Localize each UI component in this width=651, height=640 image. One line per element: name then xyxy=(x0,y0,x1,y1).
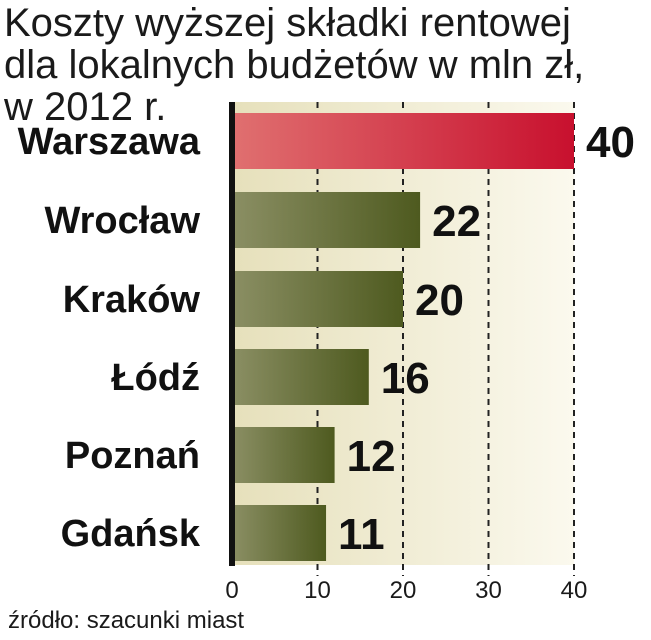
bar-3 xyxy=(232,349,369,405)
x-tick-labels: 0 10 20 30 40 xyxy=(225,577,587,604)
value-label-5: 11 xyxy=(338,510,385,559)
x-tick-label-40: 40 xyxy=(561,577,588,604)
bar-5 xyxy=(232,505,327,561)
value-labels: 40 22 20 16 12 11 xyxy=(338,118,635,559)
category-label-3: Łódź xyxy=(111,357,200,399)
bar-0 xyxy=(232,113,574,169)
grid-lines xyxy=(316,102,575,576)
category-label-2: Kraków xyxy=(63,279,201,321)
x-tick-label-30: 30 xyxy=(475,577,502,604)
category-label-1: Wrocław xyxy=(44,200,200,242)
bar-4 xyxy=(232,427,335,483)
chart-title-line-3: w 2012 r. xyxy=(3,85,166,129)
category-labels: Warszawa Wrocław Kraków Łódź Poznań Gdańsk xyxy=(18,121,201,555)
value-label-3: 16 xyxy=(381,354,430,403)
source-note: źródło: szacunki miast xyxy=(8,607,244,634)
value-label-0: 40 xyxy=(586,118,635,167)
x-tick-label-10: 10 xyxy=(304,577,331,604)
bars xyxy=(232,113,574,561)
category-label-4: Poznań xyxy=(65,435,200,477)
bar-2 xyxy=(232,271,403,327)
chart-title-line-2: dla lokalnych budżetów w mln zł, xyxy=(4,43,584,87)
value-label-1: 22 xyxy=(432,197,481,246)
value-label-2: 20 xyxy=(415,276,464,325)
category-label-0: Warszawa xyxy=(18,121,201,163)
value-label-4: 12 xyxy=(347,432,396,481)
bar-1 xyxy=(232,192,421,248)
chart-title-line-1: Koszty wyższej składki rentowej xyxy=(4,1,571,45)
x-tick-label-20: 20 xyxy=(390,577,417,604)
category-label-5: Gdańsk xyxy=(61,513,201,555)
x-tick-label-0: 0 xyxy=(225,577,238,604)
